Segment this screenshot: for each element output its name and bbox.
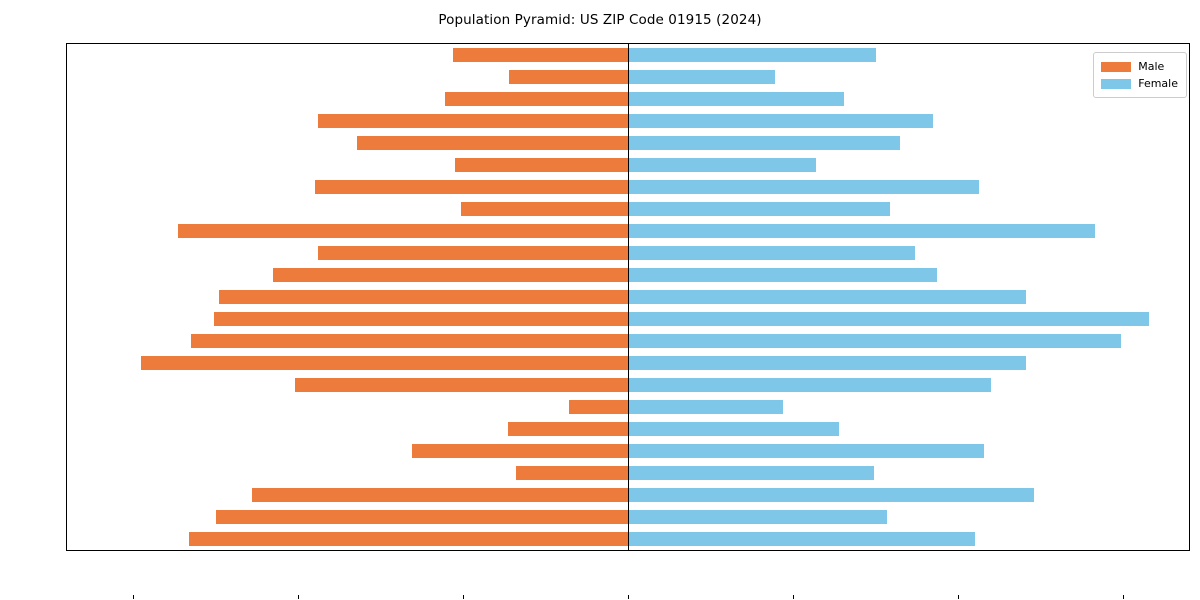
pyramid-row <box>67 201 1189 217</box>
bar-male <box>507 421 628 437</box>
bar-male <box>218 289 628 305</box>
bar-female <box>628 355 1026 371</box>
bar-female <box>628 223 1095 239</box>
bar-female <box>628 113 934 129</box>
bar-female <box>628 245 916 261</box>
pyramid-row <box>67 289 1189 305</box>
chart-legend: Male Female <box>1093 52 1187 98</box>
pyramid-row <box>67 377 1189 393</box>
pyramid-row <box>67 267 1189 283</box>
bar-male <box>215 509 628 525</box>
pyramid-row <box>67 245 1189 261</box>
xtick-mark <box>793 595 794 599</box>
bar-male <box>273 267 628 283</box>
plot-area <box>67 44 1189 550</box>
bar-male <box>317 245 628 261</box>
xtick-mark <box>1123 595 1124 599</box>
bar-female <box>628 421 840 437</box>
pyramid-row <box>67 509 1189 525</box>
bar-female <box>628 157 817 173</box>
bar-female <box>628 91 845 107</box>
pyramid-row <box>67 179 1189 195</box>
bar-female <box>628 487 1034 503</box>
pyramid-row <box>67 531 1189 547</box>
pyramid-row <box>67 465 1189 481</box>
legend-item-male[interactable]: Male <box>1101 58 1178 75</box>
bar-male <box>314 179 628 195</box>
bar-female <box>628 311 1150 327</box>
bar-female <box>628 267 937 283</box>
bar-female <box>628 69 775 85</box>
legend-swatch-icon <box>1101 61 1132 72</box>
bar-male <box>189 531 628 547</box>
bar-male <box>515 465 628 481</box>
bar-male <box>509 69 628 85</box>
bar-male <box>444 91 628 107</box>
pyramid-row <box>67 135 1189 151</box>
bar-female <box>628 201 891 217</box>
bar-male <box>177 223 628 239</box>
pyramid-row <box>67 157 1189 173</box>
bar-male <box>251 487 628 503</box>
pyramid-row <box>67 333 1189 349</box>
xtick-mark <box>298 595 299 599</box>
legend-label: Male <box>1138 60 1165 73</box>
xtick-mark <box>628 595 629 599</box>
pyramid-row <box>67 443 1189 459</box>
legend-label: Female <box>1138 77 1178 90</box>
bar-female <box>628 443 985 459</box>
bar-male <box>357 135 628 151</box>
bar-female <box>628 289 1026 305</box>
pyramid-row <box>67 113 1189 129</box>
bar-female <box>628 333 1122 349</box>
bar-male <box>461 201 628 217</box>
pyramid-row <box>67 355 1189 371</box>
legend-item-female[interactable]: Female <box>1101 75 1178 92</box>
bar-male <box>213 311 628 327</box>
bar-female <box>628 531 975 547</box>
pyramid-row <box>67 311 1189 327</box>
bar-female <box>628 399 784 415</box>
xtick-mark <box>463 595 464 599</box>
bar-female <box>628 509 888 525</box>
pyramid-row <box>67 487 1189 503</box>
bar-male <box>411 443 628 459</box>
bar-female <box>628 465 874 481</box>
pyramid-row <box>67 223 1189 239</box>
bar-female <box>628 47 876 63</box>
legend-swatch-icon <box>1101 78 1132 89</box>
bar-female <box>628 135 901 151</box>
bar-female <box>628 377 991 393</box>
chart-title: Population Pyramid: US ZIP Code 01915 (2… <box>438 12 762 28</box>
bar-male <box>454 157 628 173</box>
bar-male <box>568 399 628 415</box>
pyramid-row <box>67 421 1189 437</box>
bar-male <box>190 333 628 349</box>
plot-frame: Under 55-910-1415-1718-19202122-2425-293… <box>66 43 1190 599</box>
xtick-mark <box>133 595 134 599</box>
pyramid-row <box>67 91 1189 107</box>
bar-female <box>628 179 980 195</box>
pyramid-row <box>67 399 1189 415</box>
zero-axis-line <box>628 44 629 550</box>
xtick-mark <box>958 595 959 599</box>
bar-male <box>317 113 628 129</box>
pyramid-row <box>67 69 1189 85</box>
pyramid-row <box>67 47 1189 63</box>
bar-male <box>141 355 628 371</box>
bar-male <box>453 47 628 63</box>
bar-male <box>294 377 628 393</box>
